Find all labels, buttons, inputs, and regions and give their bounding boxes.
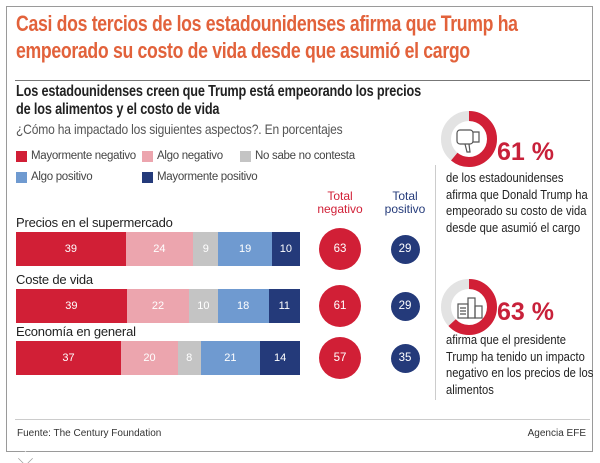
donut-fill (441, 279, 497, 335)
frame (6, 6, 593, 452)
bar-segment: 37 (16, 341, 122, 375)
credit: Agencia EFE (527, 428, 586, 439)
total-negative-circle: 63 (319, 228, 361, 270)
bar-segment: 10 (271, 232, 300, 266)
legend-swatch (240, 150, 251, 162)
legend-item: No sabe no contesta (240, 150, 355, 162)
donut-chart (441, 279, 497, 335)
row-label: Economía en general (16, 324, 136, 339)
bar-segment: 14 (260, 341, 300, 375)
total-positive-circle: 35 (390, 343, 420, 373)
total-negative-circle: 61 (319, 285, 361, 327)
bar-segment: 39 (16, 232, 126, 266)
bar-segment: 11 (268, 289, 300, 323)
bar-segment: 21 (200, 341, 261, 375)
bar-segment: 19 (218, 232, 272, 266)
speech-tail (18, 451, 33, 463)
groceries-icon (457, 297, 483, 319)
bar-segment: 22 (126, 289, 190, 323)
bar-segment: 39 (16, 289, 127, 323)
bar-segment: 24 (125, 232, 194, 266)
bar-segment: 9 (193, 232, 219, 266)
statement: de los estadounidenses afirma que Donald… (446, 170, 588, 235)
total-header: Total negativo (317, 189, 363, 216)
row-label: Coste de vida (16, 272, 93, 287)
row-label: Precios en el supermercado (16, 215, 173, 230)
legend-label: Algo positivo (31, 171, 93, 183)
legend-swatch (16, 150, 27, 162)
bar-segment: 18 (217, 289, 269, 323)
headline: Casi dos tercios de los estadounidenses … (16, 11, 518, 63)
chart-title: Los estadounidenses creen que Trump está… (16, 83, 421, 118)
bar-segment: 8 (177, 341, 201, 375)
total-header: Total positivo (384, 189, 426, 216)
legend-item: Algo negativo (142, 150, 223, 162)
legend-item: Mayormente negativo (16, 150, 136, 162)
bar-segment: 20 (121, 341, 178, 375)
bar-row: 37 20 8 21 14 (16, 341, 300, 375)
legend-item: Algo positivo (16, 171, 93, 183)
legend-item: Mayormente positivo (142, 171, 258, 183)
legend-label: Mayormente positivo (157, 171, 258, 183)
source: Fuente: The Century Foundation (17, 428, 162, 439)
percentage: 61 % (497, 138, 554, 166)
percentage: 63 % (497, 298, 554, 326)
legend-label: Mayormente negativo (31, 150, 136, 162)
donut-chart (441, 111, 497, 167)
chart-subtitle: ¿Cómo ha impactado los siguientes aspect… (16, 121, 343, 137)
footer-divider (15, 419, 590, 420)
vertical-divider (435, 165, 436, 400)
bar-segment: 10 (189, 289, 218, 323)
divider (15, 80, 590, 81)
statement: afirma que el presidente Trump ha tenido… (446, 332, 594, 397)
legend-swatch (142, 150, 153, 162)
legend-swatch (142, 171, 153, 183)
legend-label: No sabe no contesta (255, 150, 355, 162)
legend-label: Algo negativo (157, 150, 223, 162)
bar-row: 39 22 10 18 11 (16, 289, 300, 323)
donut-fill (441, 111, 497, 167)
thumbs-down-icon (456, 129, 480, 153)
total-negative-circle: 57 (319, 337, 361, 379)
total-positive-circle: 29 (390, 234, 420, 264)
total-positive-circle: 29 (390, 291, 420, 321)
bar-row: 39 24 9 19 10 (16, 232, 300, 266)
legend-swatch (16, 171, 27, 183)
